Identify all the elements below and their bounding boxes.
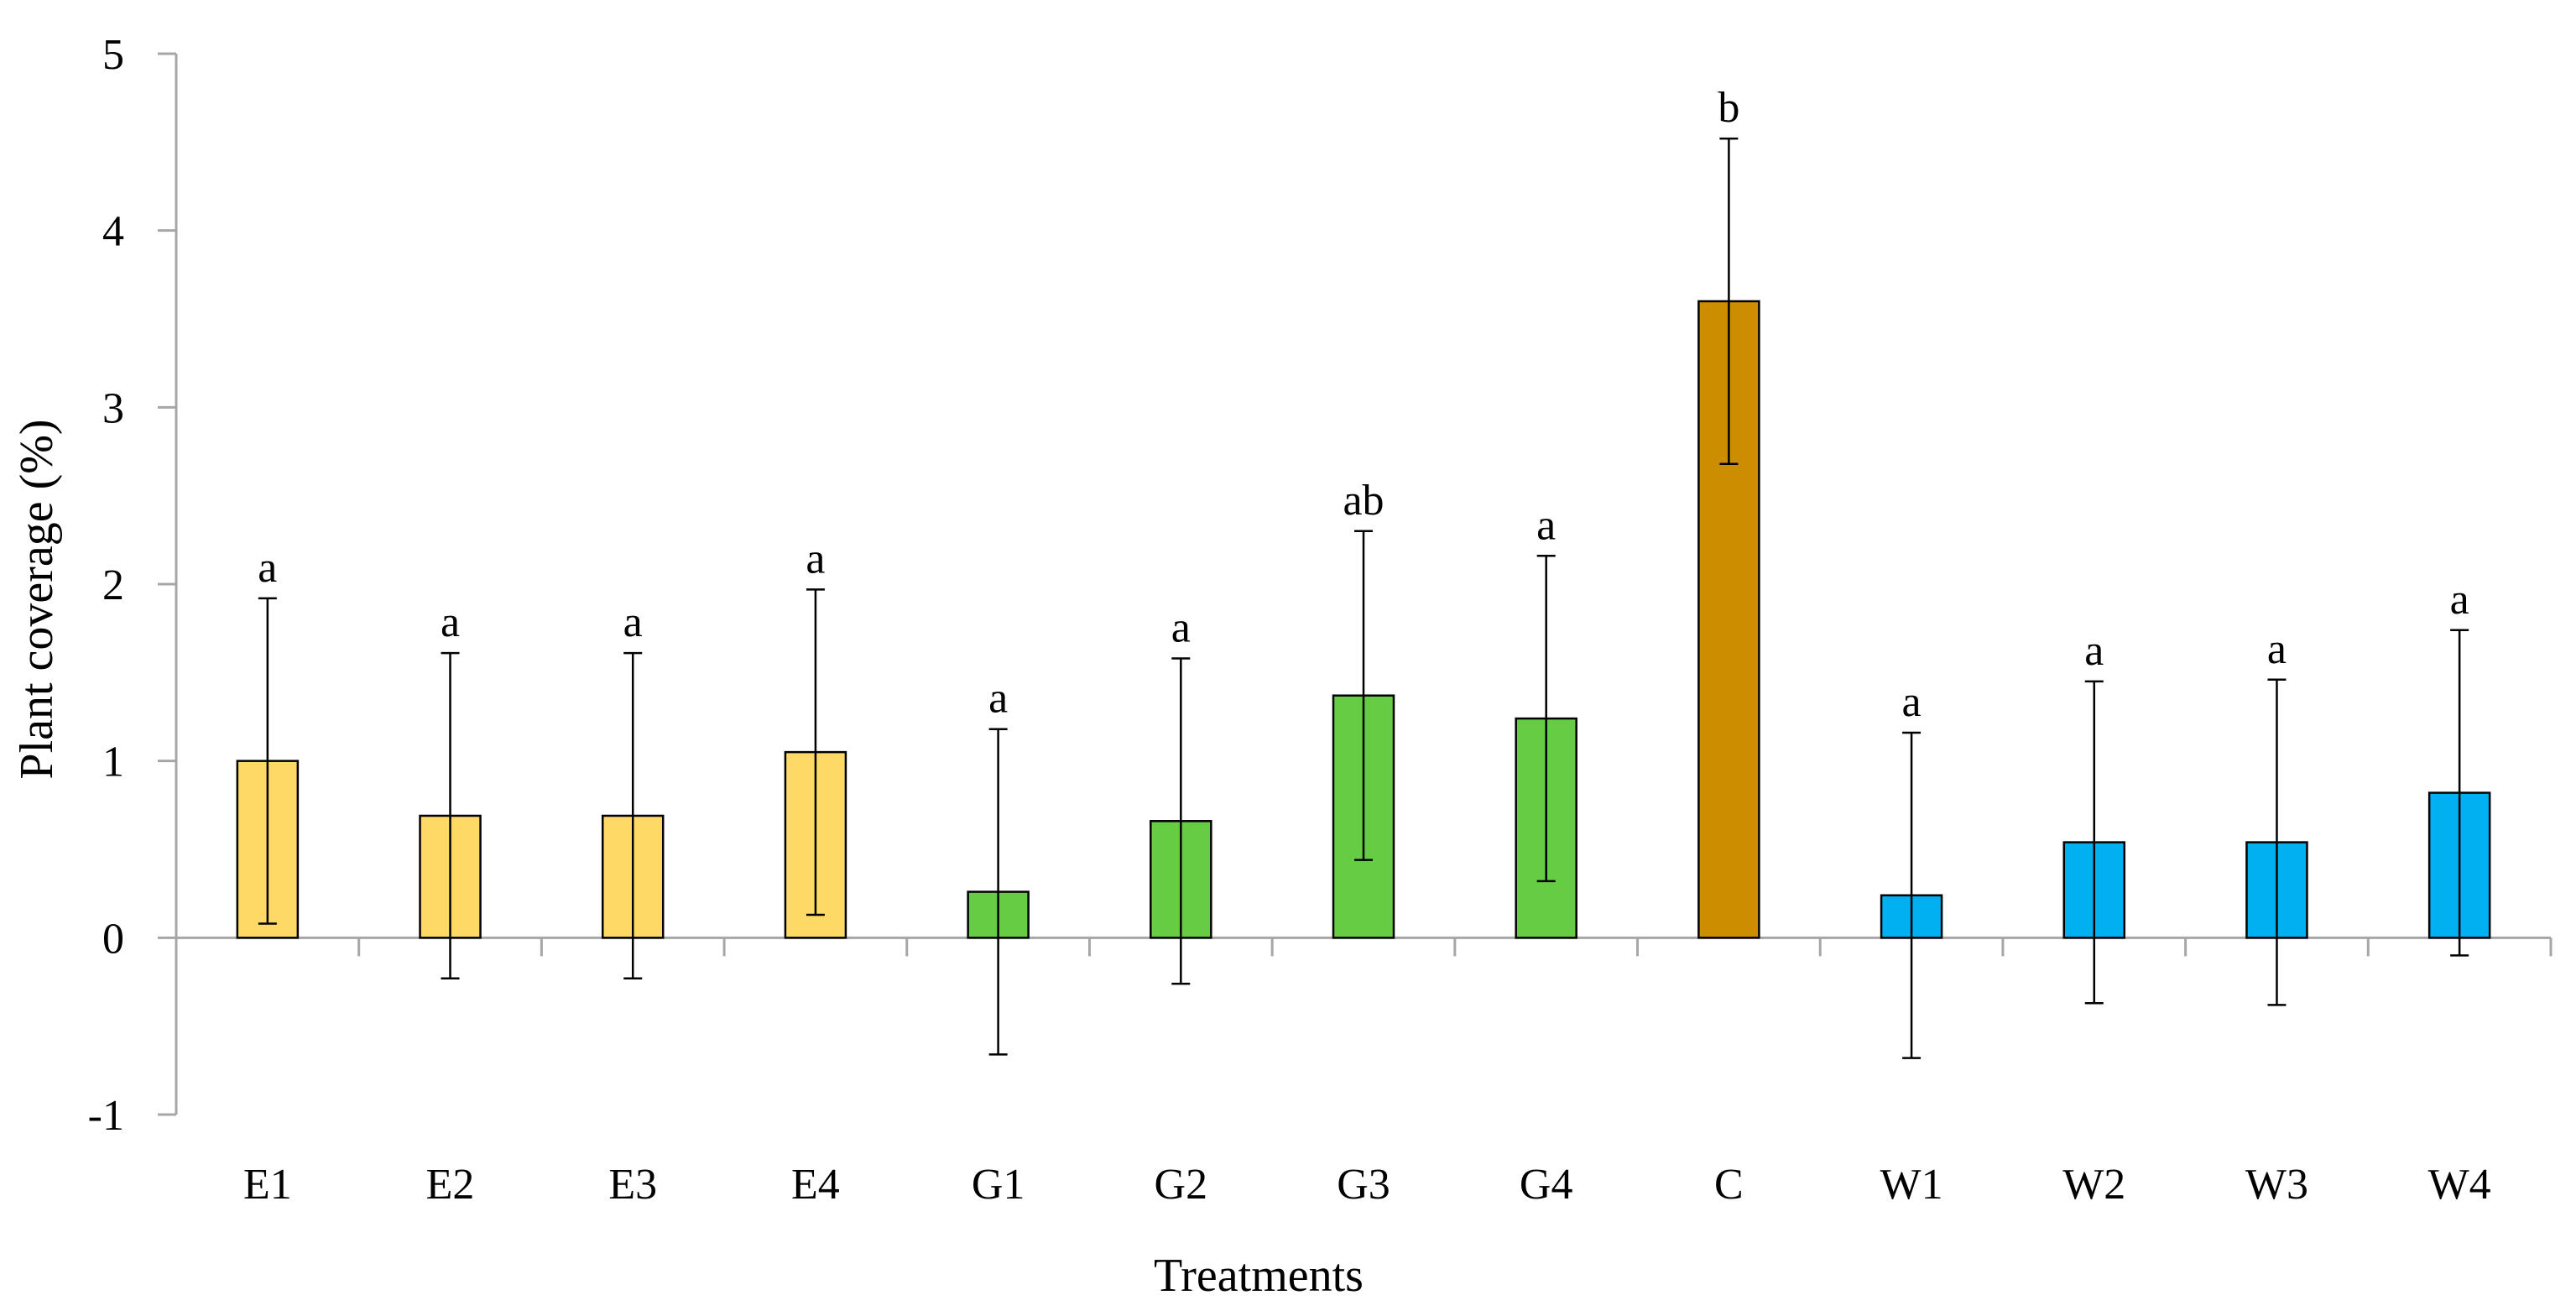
x-axis: E1 E2 E3 E4 G1 G2 G3 G4 C W1 W2 W3 W4 (176, 936, 2553, 1209)
x-tick-label-C: C (1714, 1161, 1744, 1209)
significance-label-W3: a (2267, 625, 2287, 673)
x-tick-label-G3: G3 (1337, 1161, 1390, 1209)
x-axis-title: Treatments (1154, 1250, 1364, 1302)
bar-C (1697, 300, 1760, 939)
x-tick-label-W1: W1 (1880, 1161, 1943, 1209)
error-bars (258, 137, 2469, 1059)
y-tick-label: 4 (102, 208, 124, 256)
significance-label-E2: a (441, 598, 460, 646)
y-axis: -1 0 1 2 3 4 5 (88, 31, 178, 1140)
significance-label-E4: a (806, 535, 825, 582)
significance-label-C: b (1718, 84, 1739, 132)
y-tick-label: 3 (102, 384, 124, 432)
y-tick-label: 5 (102, 31, 124, 79)
significance-label-G2: a (1171, 603, 1191, 651)
x-tick-label-E2: E2 (426, 1161, 475, 1209)
significance-label-W4: a (2450, 576, 2469, 624)
x-tick-label-G1: G1 (972, 1161, 1025, 1209)
y-tick-label: 1 (102, 739, 124, 786)
significance-label-G3: ab (1343, 477, 1384, 525)
x-tick-label-W3: W3 (2245, 1161, 2308, 1209)
significance-label-E3: a (623, 598, 643, 646)
significance-label-W1: a (1902, 678, 1922, 726)
y-tick-label: -1 (88, 1092, 124, 1140)
x-tick-label-E3: E3 (608, 1161, 657, 1209)
y-axis-title: Plant coverage (%) (11, 419, 63, 779)
x-tick-label-W4: W4 (2428, 1161, 2491, 1209)
x-tick-label-G4: G4 (1520, 1161, 1573, 1209)
significance-label-E1: a (258, 544, 277, 592)
significance-label-G1: a (988, 675, 1008, 723)
significance-label-G4: a (1536, 501, 1556, 549)
significance-label-W2: a (2084, 627, 2104, 675)
x-tick-label-W2: W2 (2062, 1161, 2125, 1209)
x-tick-label-E1: E1 (243, 1161, 292, 1209)
y-tick-label: 0 (102, 915, 124, 963)
x-tick-label-G2: G2 (1155, 1161, 1208, 1209)
x-tick-label-E4: E4 (791, 1161, 840, 1209)
y-tick-label: 2 (102, 561, 124, 609)
